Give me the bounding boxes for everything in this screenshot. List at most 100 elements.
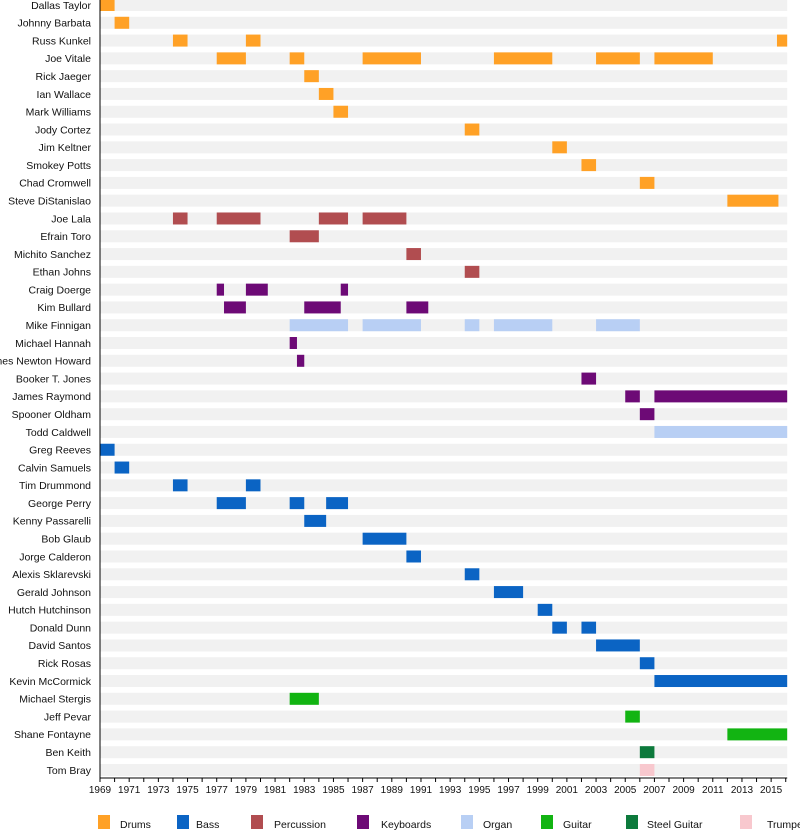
tenure-bar-bass — [362, 532, 407, 545]
x-tick-label: 1997 — [497, 785, 520, 796]
member-row: Dallas Taylor — [31, 0, 788, 12]
member-row: Jeff Pevar — [44, 710, 788, 723]
legend-swatch — [251, 815, 263, 829]
row-band — [100, 514, 788, 527]
member-row: Michael Hannah — [15, 337, 788, 350]
member-row: Johnny Barbata — [17, 16, 788, 30]
row-band — [100, 532, 788, 545]
member-name: Ben Keith — [45, 747, 91, 759]
member-row: Hutch Hutchinson — [8, 603, 788, 617]
row-band — [100, 728, 788, 741]
tenure-bar-organ — [596, 319, 640, 332]
row-band — [100, 283, 788, 296]
x-tick-label: 1973 — [147, 785, 170, 796]
member-row: Rick Jaeger — [36, 70, 788, 83]
legend-label: Bass — [196, 819, 219, 831]
tenure-bar-bass — [654, 675, 788, 688]
tenure-bar-drums — [552, 141, 567, 154]
member-name: Mark Williams — [26, 107, 91, 119]
row-band — [100, 372, 788, 385]
member-name: Michael Hannah — [15, 338, 91, 350]
tenure-bar-guitar — [289, 692, 319, 705]
member-row: George Perry — [28, 497, 788, 510]
tenure-bar-guitar — [625, 710, 640, 723]
member-name: Russ Kunkel — [32, 35, 91, 47]
x-tick-label: 1977 — [206, 785, 229, 796]
legend-label: Percussion — [274, 819, 326, 831]
row-band — [100, 710, 788, 723]
legend-item: Organ — [461, 815, 512, 831]
tenure-bar-drums — [727, 194, 779, 207]
row-band — [100, 443, 788, 456]
row-band — [100, 34, 788, 47]
legend-item: Trumpet — [740, 815, 800, 831]
member-row: Mark Williams — [26, 105, 788, 119]
legend-item: Guitar — [541, 815, 592, 831]
tenure-bar-keyboards — [224, 301, 246, 314]
member-row: Todd Caldwell — [26, 425, 788, 439]
member-name: Michito Sanchez — [14, 249, 91, 261]
member-name: Mike Finnigan — [26, 320, 92, 332]
tenure-bar-keyboards — [289, 337, 297, 350]
tenure-bar-bass — [304, 514, 327, 527]
member-name: Johnny Barbata — [17, 18, 91, 30]
tenure-bar-trumpet — [639, 763, 655, 776]
row-band — [100, 16, 788, 29]
legend-swatch — [177, 815, 189, 829]
tenure-bar-bass — [493, 586, 524, 599]
x-tick-label: 1979 — [235, 785, 258, 796]
row-band — [100, 70, 788, 83]
member-name: George Perry — [28, 498, 92, 510]
member-name: David Santos — [29, 640, 91, 652]
row-band — [100, 390, 788, 403]
row-band — [100, 461, 788, 474]
x-tick-label: 2001 — [556, 785, 579, 796]
x-tick-label: 2003 — [585, 785, 608, 796]
member-name: Jody Cortez — [35, 124, 91, 136]
x-tick-label: 1985 — [322, 785, 345, 796]
row-band — [100, 568, 788, 581]
tenure-bar-percussion — [216, 212, 261, 225]
tenure-bar-bass — [639, 657, 655, 670]
tenure-bar-drums — [776, 34, 788, 47]
member-name: Booker T. Jones — [16, 373, 91, 385]
legend-label: Organ — [483, 819, 512, 831]
member-name: Gerald Johnson — [17, 587, 91, 599]
member-row: Michito Sanchez — [14, 248, 788, 261]
tenure-bar-keyboards — [581, 372, 597, 385]
tenure-bar-keyboards — [304, 301, 341, 314]
x-tick-label: 1993 — [439, 785, 462, 796]
member-row: Chad Cromwell — [19, 176, 788, 190]
row-band — [100, 230, 788, 243]
member-row: Smokey Potts — [26, 159, 788, 172]
member-row: Kenny Passarelli — [13, 514, 788, 528]
row-band — [100, 248, 788, 261]
member-row: Alexis Sklarevski — [12, 568, 788, 581]
tenure-bar-bass — [581, 621, 597, 634]
row-band — [100, 123, 788, 136]
member-row: Calvin Samuels — [18, 461, 788, 474]
member-name: Spooner Oldham — [12, 409, 92, 421]
tenure-bar-keyboards — [296, 354, 305, 367]
member-row: Donald Dunn — [30, 621, 788, 634]
member-row: Mike Finnigan — [26, 319, 788, 332]
row-band — [100, 265, 788, 278]
row-band — [100, 639, 788, 652]
legend-swatch — [461, 815, 473, 829]
tenure-bar-bass — [537, 603, 553, 616]
tenure-bar-keyboards — [625, 390, 640, 403]
row-band — [100, 497, 788, 510]
tenure-bar-drums — [493, 52, 553, 65]
tenure-bar-bass — [464, 568, 480, 581]
tenure-bar-keyboards — [406, 301, 429, 314]
member-row: Kevin McCormick — [9, 675, 788, 688]
row-band — [100, 603, 788, 616]
member-row: Bob Glaub — [41, 532, 788, 546]
x-tick-label: 1971 — [118, 785, 141, 796]
x-tick-label: 2005 — [614, 785, 637, 796]
row-band — [100, 87, 788, 100]
member-name: Greg Reeves — [29, 445, 91, 457]
member-name: Jorge Calderon — [19, 551, 91, 563]
member-rows: Dallas Taylor Johnny Barbata Russ Kunkel Jo… — [0, 0, 788, 777]
member-name: Calvin Samuels — [18, 462, 91, 474]
